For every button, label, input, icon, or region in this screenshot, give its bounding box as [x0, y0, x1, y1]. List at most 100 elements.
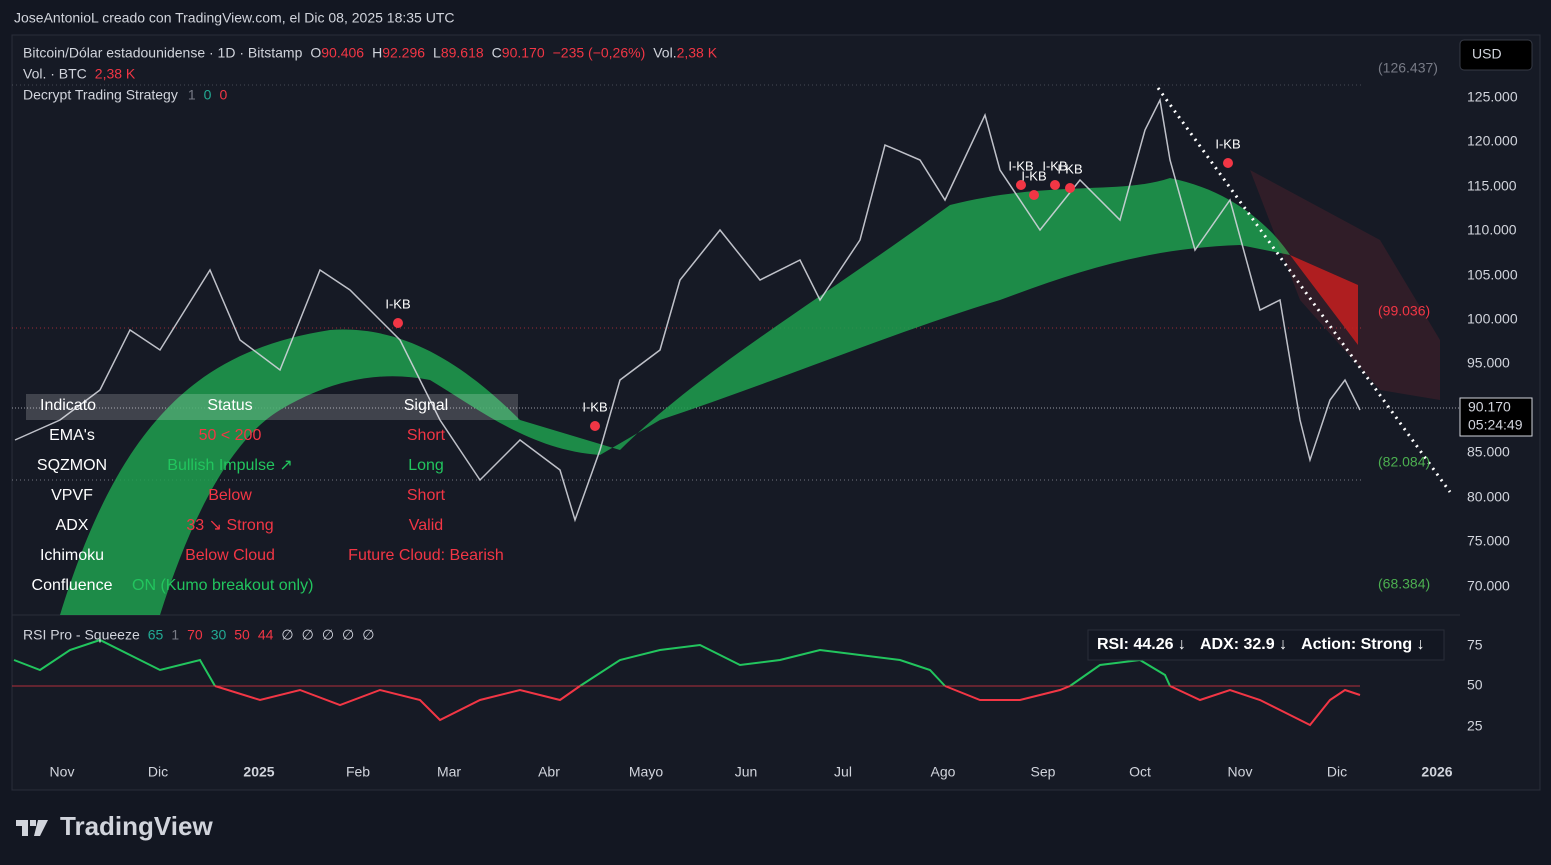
rsi-param: ∅: [362, 627, 374, 643]
table-cell: Confluence: [32, 577, 113, 594]
time-label: Abr: [538, 764, 560, 780]
legend-item: Decrypt Trading Strategy: [23, 87, 178, 103]
table-header: Signal: [404, 397, 448, 414]
table-cell: Long: [408, 457, 444, 474]
rsi-axis-label: 75: [1467, 637, 1483, 653]
legend-item: 90.406: [321, 45, 364, 61]
time-label: Ago: [931, 764, 956, 780]
rsi-line: [1169, 685, 1361, 727]
price-label: 95.000: [1467, 355, 1510, 371]
legend-item: Bitcoin/Dólar estadounidense · 1D · Bits…: [23, 45, 303, 61]
last-price: 90.170: [1468, 399, 1511, 415]
rsi-axis-label: 50: [1467, 677, 1483, 693]
price-marker: (99.036): [1378, 303, 1430, 319]
countdown: 05:24:49: [1468, 417, 1523, 433]
price-label: 80.000: [1467, 489, 1510, 505]
table-cell: Bullish Impulse ↗: [167, 457, 292, 474]
currency-label[interactable]: USD: [1472, 46, 1502, 62]
rsi-param: 44: [258, 627, 274, 643]
rsi-status: ADX: 32.9 ↓: [1200, 636, 1287, 653]
signal-label: I-KB: [1042, 158, 1067, 173]
table-cell: SQZMON: [37, 457, 107, 474]
legend-param: 0: [204, 87, 212, 103]
signal-label: I-KB: [1057, 161, 1082, 176]
legend-item: C: [492, 45, 502, 61]
signal-label: I-KB: [1215, 136, 1240, 151]
legend-item: 90.170: [502, 45, 545, 61]
rsi-param: 70: [187, 627, 203, 643]
legend-item: L: [433, 45, 441, 61]
rsi-param: 65: [148, 627, 164, 643]
rsi-line: [13, 638, 216, 687]
price-label: 75.000: [1467, 533, 1510, 549]
currency-button[interactable]: [1459, 39, 1533, 71]
last-price-box: [1459, 397, 1533, 437]
rsi-param: ∅: [302, 627, 314, 643]
signal-dot: [1016, 180, 1026, 190]
table-cell: ADX: [56, 517, 89, 534]
attribution: JoseAntonioL creado con TradingView.com,…: [14, 10, 454, 26]
rsi-param: 50: [234, 627, 250, 643]
time-label: Dic: [148, 764, 168, 780]
signal-dot: [393, 318, 403, 328]
logo: TradingView: [60, 811, 213, 841]
time-label: 2025: [243, 764, 274, 780]
price-marker: (68.384): [1378, 576, 1430, 592]
time-label: Mayo: [629, 764, 663, 780]
cloud-bullish: [60, 178, 1290, 615]
future-cloud: [1250, 170, 1440, 400]
table-cell: 33 ↘ Strong: [186, 517, 273, 534]
price-label: 105.000: [1467, 267, 1518, 283]
rsi-param: ∅: [322, 627, 334, 643]
time-label: Jul: [834, 764, 852, 780]
signal-label: I-KB: [385, 296, 410, 311]
legend-item: 89.618: [441, 45, 484, 61]
table-cell: Future Cloud: Bearish: [348, 547, 504, 564]
time-label: Feb: [346, 764, 370, 780]
table-cell: Short: [407, 487, 446, 504]
price-label: 115.000: [1467, 178, 1517, 194]
table-cell: VPVF: [51, 487, 93, 504]
time-label: Jun: [735, 764, 758, 780]
table-header: Indicato: [40, 397, 96, 414]
time-label: Nov: [50, 764, 75, 780]
rsi-status-box: [1087, 629, 1445, 661]
signal-dot: [1065, 183, 1075, 193]
price-label: 110.000: [1467, 222, 1517, 238]
price-label: 70.000: [1467, 578, 1510, 594]
signal-label: I-KB: [1021, 168, 1046, 183]
legend-item: Vol. · BTC: [23, 66, 87, 82]
signal-dot: [1050, 180, 1060, 190]
legend-item: Vol.: [653, 45, 676, 61]
table-cell: ON (Kumo breakout only): [132, 577, 313, 594]
rsi-status: Action: Strong ↓: [1301, 636, 1425, 653]
table-cell: EMA's: [49, 427, 95, 444]
table-cell: Short: [407, 427, 446, 444]
rsi-param: ∅: [342, 627, 354, 643]
signal-dot: [590, 421, 600, 431]
table-header-bg: [26, 394, 518, 420]
table-cell: Below Cloud: [185, 547, 275, 564]
time-label: Nov: [1228, 764, 1253, 780]
rsi-line: [944, 685, 1071, 701]
price-label: 100.000: [1467, 311, 1518, 327]
price-label: 85.000: [1467, 444, 1510, 460]
price-marker: (82.084): [1378, 454, 1430, 470]
price-marker: (126.437): [1378, 60, 1438, 76]
price-label: 125.000: [1467, 89, 1518, 105]
signal-label: I-KB: [1008, 158, 1033, 173]
time-label: Mar: [437, 764, 461, 780]
signal-dot: [1223, 158, 1233, 168]
table-cell: Below: [208, 487, 252, 504]
time-label: Sep: [1031, 764, 1056, 780]
time-label: Oct: [1129, 764, 1151, 780]
rsi-line: [579, 643, 946, 687]
rsi-axis-label: 25: [1467, 718, 1483, 734]
rsi-param: 30: [211, 627, 227, 643]
legend-item: H: [372, 45, 382, 61]
legend-item: −235 (−0,26%): [553, 45, 646, 61]
table-cell: 50 < 200: [199, 427, 262, 444]
